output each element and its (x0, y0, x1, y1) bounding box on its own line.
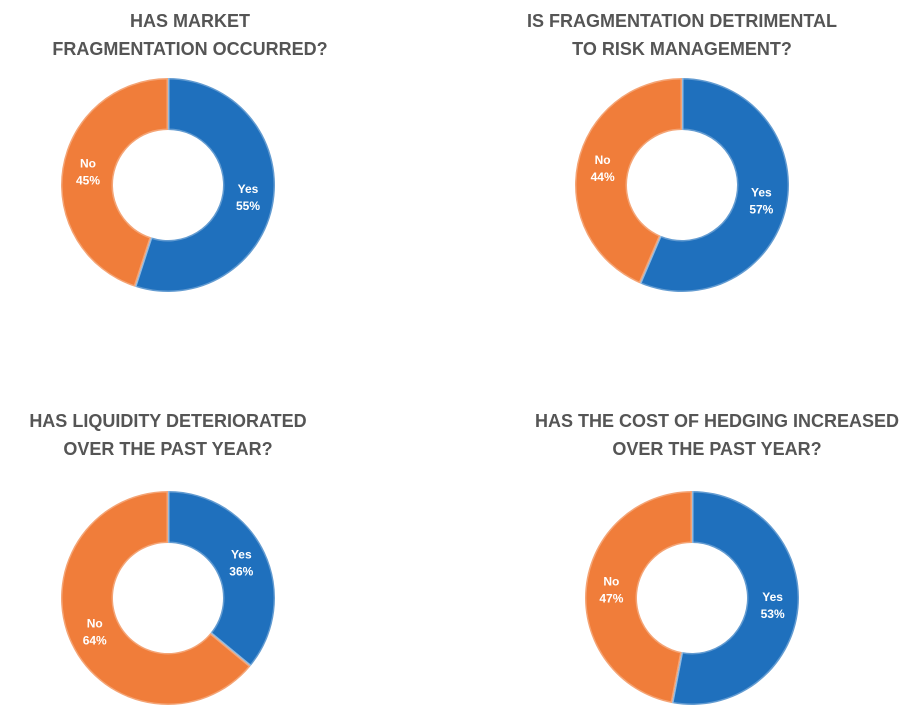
slice-category-label: No (603, 575, 619, 589)
slice-value-label: 44% (591, 170, 615, 184)
donut-slice (583, 489, 694, 705)
slice-category-label: Yes (238, 182, 259, 196)
slice-value-label: 53% (761, 607, 785, 621)
slice-value-label: 47% (599, 592, 623, 606)
chart-title: HAS LIQUIDITY DETERIORATED (29, 411, 306, 431)
donut-slice (133, 76, 277, 294)
slice-value-label: 55% (236, 199, 260, 213)
slice-category-label: No (595, 153, 611, 167)
donut-slice (59, 76, 170, 289)
chart-title: IS FRAGMENTATION DETRIMENTAL (527, 11, 837, 31)
chart-title: OVER THE PAST YEAR? (63, 439, 272, 459)
slice-category-label: Yes (762, 590, 783, 604)
slice-value-label: 57% (749, 202, 773, 216)
donut-chart: IS FRAGMENTATION DETRIMENTAL TO RISK MANA… (527, 11, 837, 294)
chart-title: FRAGMENTATION OCCURRED? (52, 39, 327, 59)
donut-chart: HAS MARKET FRAGMENTATION OCCURRED? Yes 55% N… (52, 11, 328, 294)
slice-category-label: Yes (751, 185, 772, 199)
chart-title: OVER THE PAST YEAR? (612, 439, 821, 459)
slice-category-label: No (87, 617, 103, 631)
slice-value-label: 45% (76, 174, 100, 188)
chart-title: HAS THE COST OF HEDGING INCREASED (535, 411, 899, 431)
donut-chart: HAS LIQUIDITY DETERIORATED OVER THE PAST … (29, 411, 307, 705)
donut-slice (670, 489, 801, 705)
chart-title: HAS MARKET (130, 11, 250, 31)
slice-category-label: Yes (231, 548, 252, 562)
donut-slice (637, 76, 791, 294)
slice-value-label: 36% (229, 565, 253, 579)
donut-slice (573, 76, 684, 286)
slice-value-label: 64% (83, 634, 107, 648)
chart-title: TO RISK MANAGEMENT? (572, 39, 792, 59)
donut-slice (166, 489, 277, 669)
donut-slice (59, 489, 253, 705)
slice-category-label: No (80, 157, 96, 171)
donut-chart: HAS THE COST OF HEDGING INCREASED OVER TH… (535, 411, 899, 705)
